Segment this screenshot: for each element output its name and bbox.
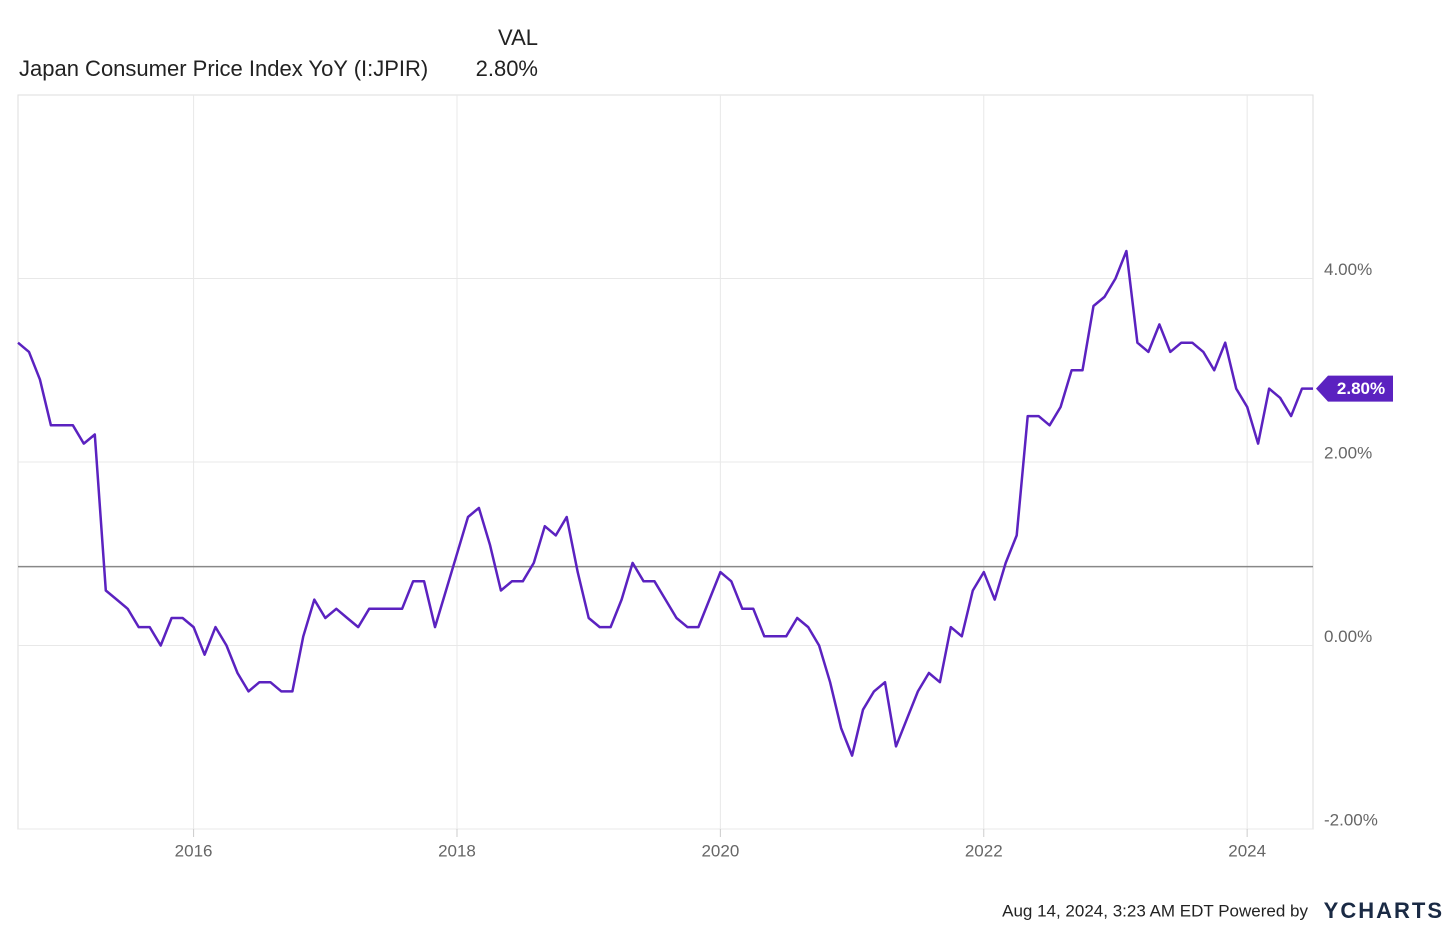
y-tick-label: 0.00% [1324,627,1372,646]
x-tick-label: 2016 [175,841,213,860]
y-tick-label: -2.00% [1324,810,1378,829]
legend-header: VAL [498,25,538,50]
last-value-label: 2.80% [1337,379,1385,398]
x-tick-label: 2024 [1228,841,1266,860]
brand-logo: YCHARTS [1324,898,1444,923]
legend-value: 2.80% [476,56,538,81]
x-tick-label: 2020 [701,841,739,860]
x-tick-label: 2018 [438,841,476,860]
y-tick-label: 2.00% [1324,443,1372,462]
series-line [17,249,1313,757]
x-tick-label: 2022 [965,841,1003,860]
y-tick-label: 4.00% [1324,260,1372,279]
timestamp: Aug 14, 2024, 3:23 AM EDT Powered by [1002,901,1308,920]
legend-name: Japan Consumer Price Index YoY (I:JPIR) [19,56,428,81]
last-value-tag [1316,375,1393,402]
